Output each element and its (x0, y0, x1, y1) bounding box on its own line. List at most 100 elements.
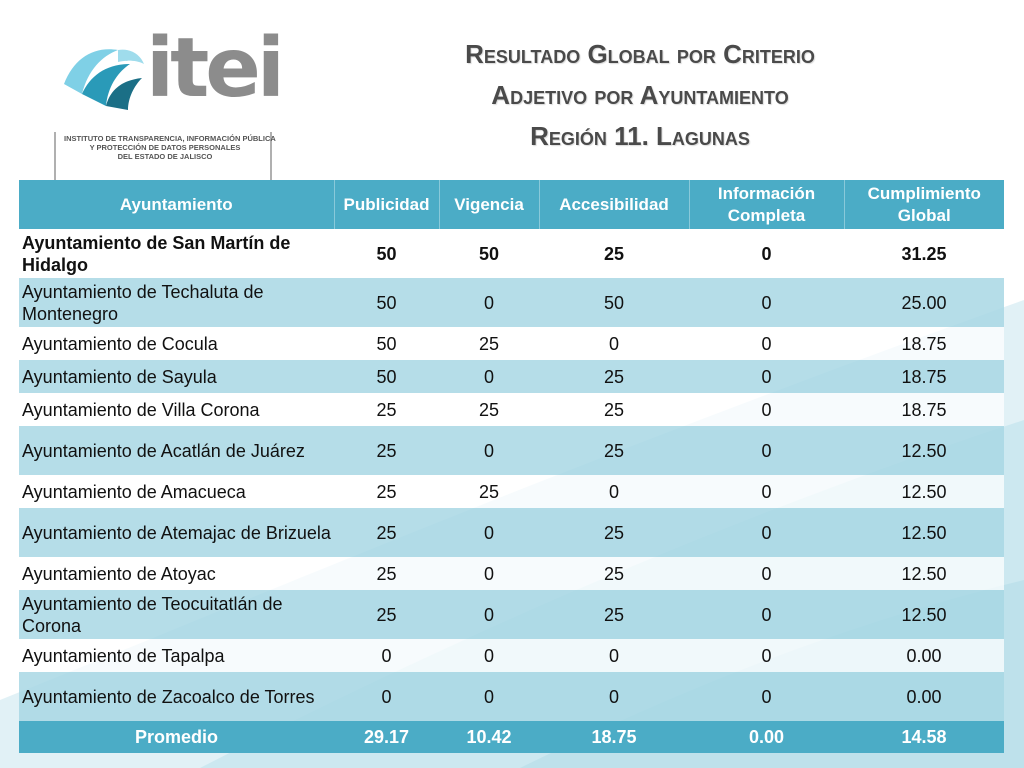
row-value-cell: 50 (334, 229, 439, 278)
slide-title: Resultado Global por Criterio Adjetivo p… (300, 34, 980, 157)
logo-text: itei (146, 21, 285, 116)
row-ayuntamiento-name: Ayuntamiento de Villa Corona (19, 393, 334, 426)
row-value-cell: 0 (689, 278, 844, 327)
row-value-cell: 0 (439, 590, 539, 639)
row-value-cell: 0 (689, 475, 844, 508)
table-row: Ayuntamiento de Teocuitatlán de Corona 25… (19, 590, 1004, 639)
row-value-cell: 25 (334, 426, 439, 475)
row-ayuntamiento-name: Ayuntamiento de Techaluta de Montenegro (19, 278, 334, 327)
row-value-cell: 0 (689, 360, 844, 393)
row-value-cell: 25 (334, 557, 439, 590)
row-value-cell: 50 (334, 278, 439, 327)
row-value-cell: 25 (539, 590, 689, 639)
row-value-cell: 50 (334, 327, 439, 360)
row-value-cell: 12.50 (844, 508, 1004, 557)
title-line-1: Resultado Global por Criterio (465, 39, 815, 69)
row-value-cell: 0 (539, 639, 689, 672)
row-ayuntamiento-name: Ayuntamiento de Acatlán de Juárez (19, 426, 334, 475)
table-row: Ayuntamiento de Cocula 50 25 0 0 18.75 (19, 327, 1004, 360)
row-value-cell: 25 (334, 590, 439, 639)
row-value-cell: 50 (334, 360, 439, 393)
table-row: Ayuntamiento de Tapalpa 0 0 0 0 0.00 (19, 639, 1004, 672)
header-vigencia: Vigencia (439, 180, 540, 229)
footer-cell: 0.00 (689, 721, 844, 753)
row-value-cell: 25 (334, 508, 439, 557)
row-value-cell: 0 (689, 393, 844, 426)
row-value-cell: 0.00 (844, 672, 1004, 721)
table-header-row: Ayuntamiento Publicidad Vigencia Accesib… (19, 180, 1004, 229)
footer-label: Promedio (19, 721, 334, 753)
row-value-cell: 25 (539, 393, 689, 426)
table-row: Ayuntamiento de Zacoalco de Torres 0 0 0 0 0.… (19, 672, 1004, 721)
title-line-3: Región 11. Lagunas (530, 121, 750, 151)
title-line-2: Adjetivo por Ayuntamiento (491, 80, 789, 110)
row-value-cell: 18.75 (844, 327, 1004, 360)
table-row: Ayuntamiento de San Martín de Hidalgo 50 5… (19, 229, 1004, 278)
table-row: Ayuntamiento de Atemajac de Brizuela 25 0 2… (19, 508, 1004, 557)
row-value-cell: 0 (439, 508, 539, 557)
row-ayuntamiento-name: Ayuntamiento de Atemajac de Brizuela (19, 508, 334, 557)
row-value-cell: 50 (539, 278, 689, 327)
row-value-cell: 0 (439, 426, 539, 475)
row-value-cell: 25 (439, 327, 539, 360)
row-value-cell: 0 (689, 508, 844, 557)
itei-logo: itei INSTITUTO DE TRANSPARENCIA, INFORMA… (54, 28, 285, 198)
row-value-cell: 0.00 (844, 639, 1004, 672)
row-value-cell: 0 (439, 360, 539, 393)
row-value-cell: 12.50 (844, 475, 1004, 508)
row-ayuntamiento-name: Ayuntamiento de San Martín de Hidalgo (19, 229, 334, 278)
logo-subtitle-line: Y PROTECCIÓN DE DATOS PERSONALES (89, 143, 241, 152)
table-row: Ayuntamiento de Sayula 50 0 25 0 18.75 (19, 360, 1004, 393)
row-value-cell: 25 (439, 475, 539, 508)
row-value-cell: 0 (439, 278, 539, 327)
row-value-cell: 0 (689, 672, 844, 721)
row-value-cell: 50 (439, 229, 539, 278)
footer-cell: 29.17 (334, 721, 439, 753)
table-row: Ayuntamiento de Atoyac 25 0 25 0 12.50 (19, 557, 1004, 590)
logo-subtitle-line: DEL ESTADO DE JALISCO (117, 152, 213, 161)
row-value-cell: 25 (439, 393, 539, 426)
row-ayuntamiento-name: Ayuntamiento de Tapalpa (19, 639, 334, 672)
row-value-cell: 0 (689, 327, 844, 360)
row-value-cell: 0 (689, 557, 844, 590)
row-value-cell: 0 (439, 639, 539, 672)
header-informacion-completa: Información Completa (689, 180, 845, 229)
row-value-cell: 0 (539, 327, 689, 360)
row-value-cell: 25 (539, 508, 689, 557)
row-value-cell: 0 (539, 475, 689, 508)
table-row: Ayuntamiento de Acatlán de Juárez 25 0 25 0 1… (19, 426, 1004, 475)
logo-mark-icon (64, 49, 144, 110)
table-footer-row: Promedio 29.17 10.42 18.75 0.00 14.58 (19, 721, 1004, 753)
row-ayuntamiento-name: Ayuntamiento de Teocuitatlán de Corona (19, 590, 334, 639)
header-ayuntamiento: Ayuntamiento (19, 180, 335, 229)
row-value-cell: 18.75 (844, 393, 1004, 426)
row-value-cell: 18.75 (844, 360, 1004, 393)
row-value-cell: 0 (689, 639, 844, 672)
footer-cell: 10.42 (439, 721, 539, 753)
row-value-cell: 25.00 (844, 278, 1004, 327)
footer-cell: 18.75 (539, 721, 689, 753)
table-row: Ayuntamiento de Techaluta de Montenegro 5… (19, 278, 1004, 327)
header-accesibilidad: Accesibilidad (539, 180, 690, 229)
table-body: Ayuntamiento de San Martín de Hidalgo 50 5… (19, 229, 1004, 721)
row-ayuntamiento-name: Ayuntamiento de Zacoalco de Torres (19, 672, 334, 721)
row-ayuntamiento-name: Ayuntamiento de Cocula (19, 327, 334, 360)
row-value-cell: 0 (439, 672, 539, 721)
results-table: Ayuntamiento Publicidad Vigencia Accesib… (19, 180, 1004, 753)
table-row: Ayuntamiento de Villa Corona 25 25 25 0 18.75 (19, 393, 1004, 426)
footer-cell: 14.58 (844, 721, 1004, 753)
row-value-cell: 0 (334, 639, 439, 672)
row-value-cell: 12.50 (844, 590, 1004, 639)
row-value-cell: 25 (539, 229, 689, 278)
row-value-cell: 31.25 (844, 229, 1004, 278)
header-cumplimiento-global: Cumplimiento Global (844, 180, 1004, 229)
row-value-cell: 25 (539, 557, 689, 590)
logo-subtitle: INSTITUTO DE TRANSPARENCIA, INFORMACIÓN … (54, 132, 276, 198)
row-value-cell: 12.50 (844, 426, 1004, 475)
header-publicidad: Publicidad (334, 180, 440, 229)
row-value-cell: 0 (334, 672, 439, 721)
row-value-cell: 25 (334, 393, 439, 426)
row-value-cell: 0 (539, 672, 689, 721)
table-row: Ayuntamiento de Amacueca 25 25 0 0 12.50 (19, 475, 1004, 508)
row-value-cell: 25 (539, 360, 689, 393)
